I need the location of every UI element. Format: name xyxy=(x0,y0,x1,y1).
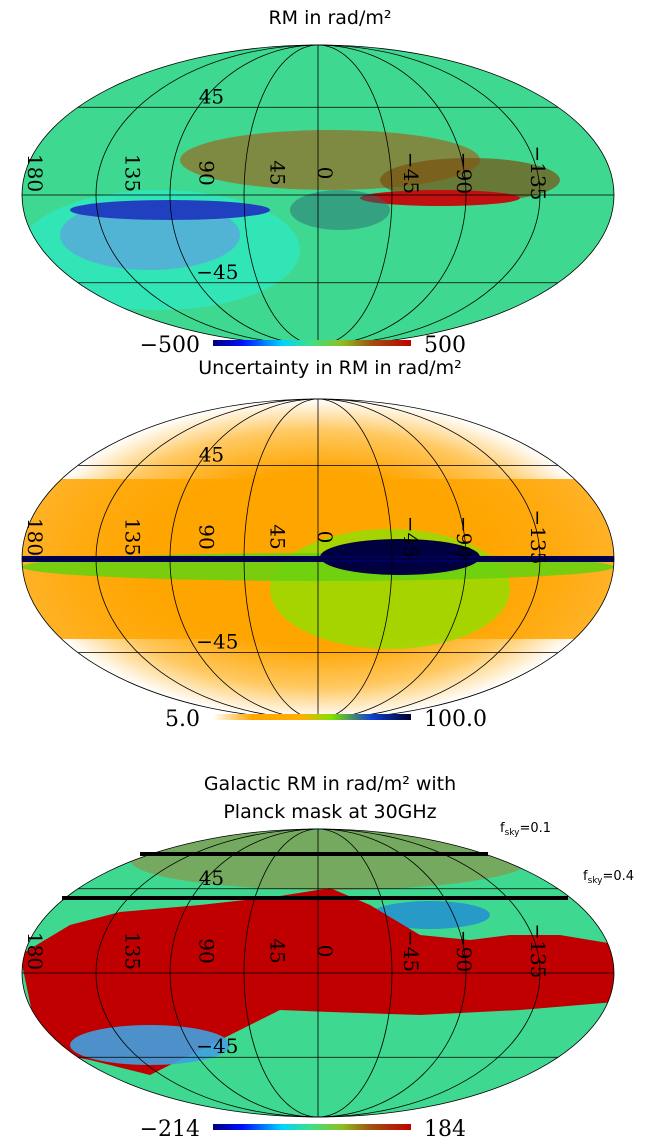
colorbar-min: −214 xyxy=(140,1117,200,1142)
longitude-label: 0 xyxy=(313,167,337,180)
longitude-label: 0 xyxy=(313,945,337,958)
sky-feature xyxy=(70,1025,230,1065)
longitude-label: −45 xyxy=(399,930,423,972)
value: =0.1 xyxy=(519,821,551,836)
map-panel: Galactic RM in rad/m² with Planck mask at… xyxy=(21,773,615,1142)
longitude-label: −45 xyxy=(399,516,423,558)
sky-fraction-label: fsky=0.1 xyxy=(500,821,551,838)
latitude-label: −45 xyxy=(196,1034,238,1058)
sky-feature xyxy=(70,200,270,220)
map-panel: RM in rad/m² 45 −45 180 135 90 45 0 −45 −90 −135 −5… xyxy=(21,7,615,358)
latitude-label: 45 xyxy=(199,84,224,108)
latitude-label: −45 xyxy=(196,260,238,284)
latitude-label: −45 xyxy=(196,630,238,654)
longitude-label: 180 xyxy=(23,932,47,970)
longitude-label: 135 xyxy=(121,154,145,192)
colorbar xyxy=(213,340,411,346)
longitude-label: 135 xyxy=(121,932,145,970)
colorbar xyxy=(213,1124,411,1130)
subscript: sky xyxy=(505,828,521,838)
panel-title: Galactic RM in rad/m² with xyxy=(204,773,456,795)
sky-feature xyxy=(290,190,390,230)
symbol: f xyxy=(500,821,505,836)
colorbar xyxy=(213,714,411,720)
longitude-label: −45 xyxy=(399,152,423,194)
sky-feature xyxy=(130,830,530,890)
longitude-label: −135 xyxy=(526,146,550,201)
longitude-label: 180 xyxy=(23,518,47,556)
map-panel: Uncertainty in RM in rad/m² 45 −45 180 135 90… xyxy=(21,357,615,732)
colorbar-max: 500 xyxy=(424,333,466,358)
longitude-label: 135 xyxy=(121,518,145,556)
panel-title: Uncertainty in RM in rad/m² xyxy=(198,357,461,379)
colorbar-min: −500 xyxy=(140,333,200,358)
symbol: f xyxy=(583,869,588,884)
latitude-label: 45 xyxy=(199,866,224,890)
longitude-label: 90 xyxy=(195,160,219,185)
panel-title: Planck mask at 30GHz xyxy=(223,801,436,823)
longitude-label: 45 xyxy=(266,938,290,963)
sky-feature xyxy=(360,190,520,206)
latitude-label: 45 xyxy=(199,442,224,466)
longitude-label: −90 xyxy=(452,516,476,558)
longitude-label: 90 xyxy=(195,524,219,549)
colorbar-max: 184 xyxy=(424,1117,466,1142)
longitude-label: −135 xyxy=(526,924,550,979)
sky-feature xyxy=(370,901,490,929)
sky-fraction-label: fsky=0.4 xyxy=(583,869,634,886)
longitude-label: −135 xyxy=(526,510,550,565)
longitude-label: 45 xyxy=(266,524,290,549)
longitude-label: 90 xyxy=(195,938,219,963)
longitude-label: 0 xyxy=(313,531,337,544)
value: =0.4 xyxy=(602,869,634,884)
colorbar-min: 5.0 xyxy=(165,707,200,732)
longitude-label: 45 xyxy=(266,160,290,185)
colorbar-max: 100.0 xyxy=(424,707,487,732)
subscript: sky xyxy=(588,876,604,886)
longitude-label: 180 xyxy=(23,154,47,192)
longitude-label: −90 xyxy=(452,930,476,972)
panel-title: RM in rad/m² xyxy=(268,7,391,29)
longitude-label: −90 xyxy=(452,152,476,194)
